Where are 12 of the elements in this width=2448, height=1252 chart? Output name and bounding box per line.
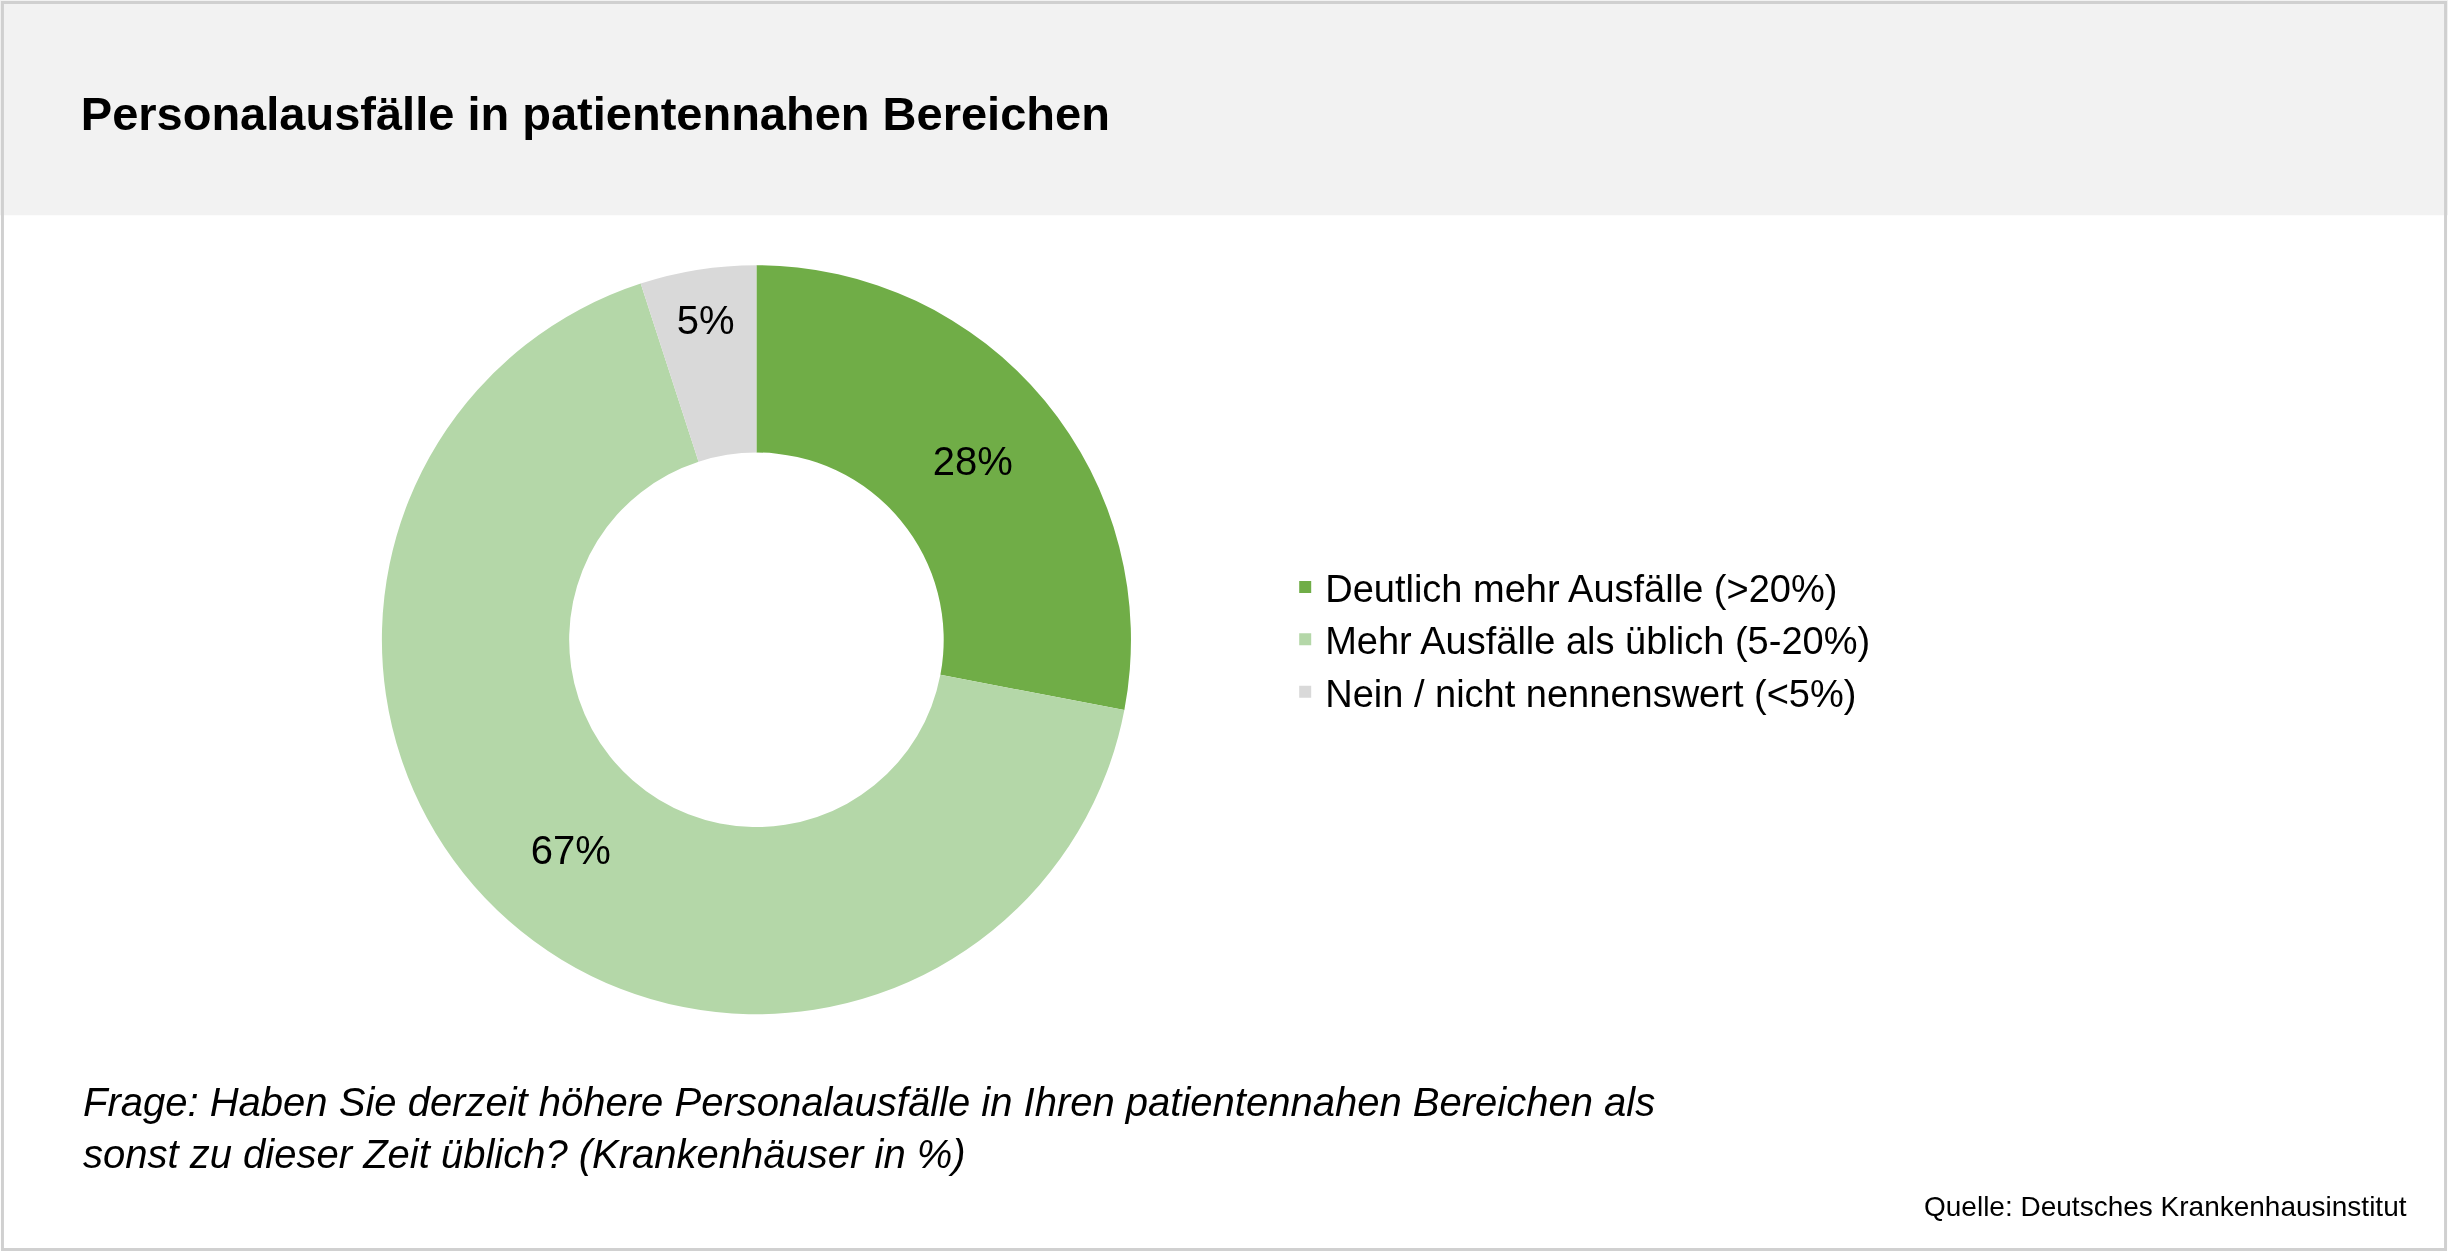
data-label: 28%: [932, 438, 1013, 483]
text: Frage: Haben Sie derzeit höhere Personalausfälle in Ihren patientennahen Bereichen als sonst zu dieser Zeit üblich? (Krankenhäuser in %): [83, 1080, 1656, 1176]
data-label: 5%: [676, 297, 735, 342]
legend-label: Mehr Ausfälle als üblich (5-20%): [1325, 620, 1871, 663]
chart-title: Personalausfälle in patientennahen Bereichen: [80, 87, 1110, 141]
donut-slice: [640, 265, 757, 462]
legend-label: Nein / nicht nennenswert (<5%): [1325, 672, 1857, 715]
donut-slice: [756, 265, 1131, 710]
donut-slice: [381, 283, 1125, 1015]
source-note: Quelle: Deutsches Krankenhausinstitut: [1924, 1191, 2407, 1222]
data-label: 67%: [530, 828, 611, 873]
legend-label: Deutlich mehr Ausfälle (>20%): [1325, 567, 1838, 610]
